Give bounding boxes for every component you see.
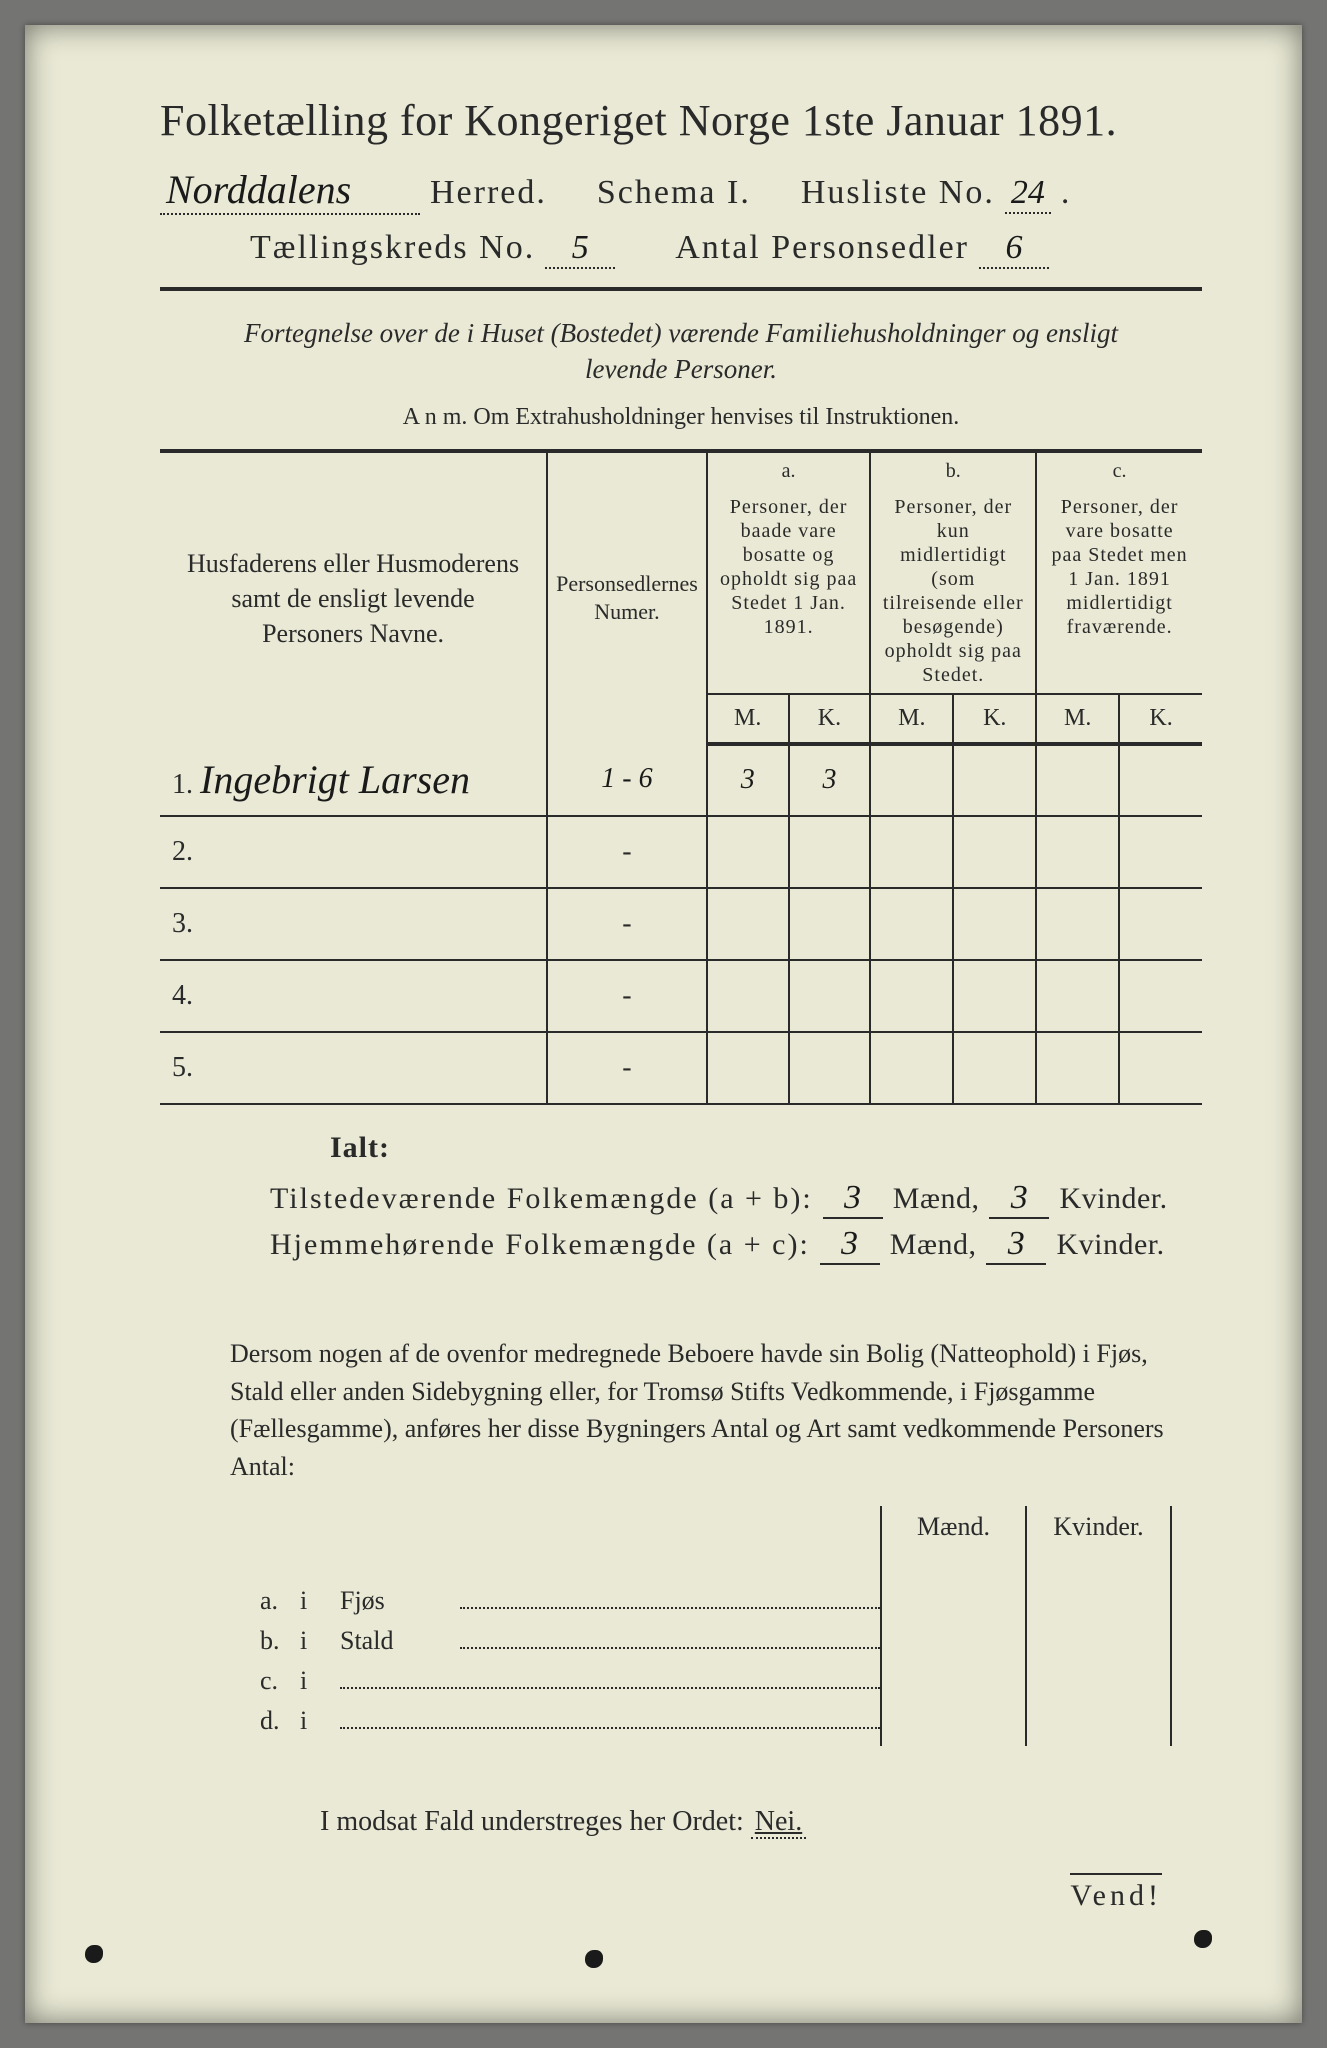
- totals-l1-label: Tilstedeværende Folkemængde (a + b):: [270, 1182, 813, 1216]
- row-b-m: [870, 744, 953, 816]
- fjos-word: Stald: [340, 1626, 460, 1656]
- table-row: 2. -: [160, 816, 1202, 888]
- row-name-cell: 1. Ingebrigt Larsen: [160, 744, 547, 816]
- totals-l1-k: 3: [989, 1179, 1049, 1219]
- fjos-block: Mænd. Kvinder. a. i Fjøs b. i Stald c. i…: [260, 1506, 1172, 1746]
- fjos-row: b. i Stald: [260, 1626, 1172, 1666]
- col-c-top: c.: [1036, 451, 1202, 489]
- maend-label: Mænd,: [893, 1182, 980, 1216]
- herred-label: Herred.: [430, 174, 547, 212]
- page-title: Folketælling for Kongeriget Norge 1ste J…: [160, 95, 1202, 146]
- fjos-kvinder: Kvinder.: [1027, 1506, 1172, 1586]
- table-row: 4. -: [160, 960, 1202, 1032]
- c-m: M.: [1036, 694, 1119, 744]
- fjos-a: c.: [260, 1666, 300, 1696]
- row-c-k: [1119, 744, 1202, 816]
- row-numer: -: [547, 816, 707, 888]
- fjos-row: a. i Fjøs: [260, 1586, 1172, 1626]
- fjos-a: d.: [260, 1706, 300, 1736]
- ink-spot-icon: [585, 1950, 603, 1968]
- row-numer: -: [547, 888, 707, 960]
- col-a-header: Personer, der baade vare bosatte og opho…: [707, 489, 871, 694]
- totals-l1-m: 3: [823, 1179, 883, 1219]
- row-num: 1.: [172, 769, 193, 800]
- census-page: Folketælling for Kongeriget Norge 1ste J…: [25, 25, 1302, 2023]
- husliste-label: Husliste No.: [801, 174, 995, 212]
- table-row: 5. -: [160, 1032, 1202, 1104]
- totals-line-2: Hjemmehørende Folkemængde (a + c): 3 Mæn…: [270, 1225, 1202, 1265]
- row-c-m: [1036, 744, 1119, 816]
- row-numer: -: [547, 1032, 707, 1104]
- fjos-word: Fjøs: [340, 1586, 460, 1616]
- col-names-text: Husfaderens eller Husmoderens samt de en…: [187, 549, 519, 648]
- fjos-i: i: [300, 1706, 340, 1736]
- totals-l2-m: 3: [820, 1225, 880, 1265]
- fjos-i: i: [300, 1586, 340, 1616]
- main-table: Husfaderens eller Husmoderens samt de en…: [160, 449, 1202, 1105]
- fjos-row: c. i: [260, 1666, 1172, 1706]
- row-numer: -: [547, 960, 707, 1032]
- vend-label: Vend!: [1070, 1873, 1162, 1913]
- paragraph-text: Dersom nogen af de ovenfor medregnede Be…: [230, 1335, 1172, 1486]
- row-numer: 1 - 6: [547, 744, 707, 816]
- maend-label-2: Mænd,: [890, 1228, 977, 1262]
- intro-text: Fortegnelse over de i Huset (Bostedet) v…: [200, 315, 1162, 388]
- fjos-dots: [460, 1587, 880, 1609]
- row-num: 4.: [172, 980, 193, 1011]
- table-row: 3. -: [160, 888, 1202, 960]
- row-a-m: 3: [707, 744, 789, 816]
- row-num: 3.: [172, 908, 193, 939]
- table-row: 1. Ingebrigt Larsen 1 - 6 3 3: [160, 744, 1202, 816]
- nei-text: I modsat Fald understreges her Ordet:: [320, 1806, 744, 1837]
- nei-line: I modsat Fald understreges her Ordet: Ne…: [320, 1806, 1202, 1838]
- fjos-header: Mænd. Kvinder.: [880, 1506, 1172, 1586]
- col-b-header: Personer, der kun midlertidigt (som tilr…: [870, 489, 1036, 694]
- table-header-row-1: Husfaderens eller Husmoderens samt de en…: [160, 451, 1202, 489]
- a-m: M.: [707, 694, 789, 744]
- kreds-label: Tællingskreds No.: [250, 229, 535, 267]
- col-b-top: b.: [870, 451, 1036, 489]
- antal-handwritten: 6: [979, 229, 1049, 269]
- kvinder-label: Kvinder.: [1059, 1182, 1167, 1216]
- fjos-a: a.: [260, 1586, 300, 1616]
- fjos-maend: Mænd.: [882, 1506, 1027, 1586]
- c-k: K.: [1119, 694, 1202, 744]
- header-line-2: Norddalens Herred. Schema I. Husliste No…: [160, 166, 1202, 215]
- totals-l2-k: 3: [986, 1225, 1046, 1265]
- col-a-top: a.: [707, 451, 871, 489]
- b-m: M.: [870, 694, 953, 744]
- fjos-row: d. i: [260, 1706, 1172, 1746]
- kreds-no-handwritten: 5: [545, 229, 615, 269]
- totals-l2-label: Hjemmehørende Folkemængde (a + c):: [270, 1228, 810, 1262]
- fjos-i: i: [300, 1666, 340, 1696]
- totals-line-1: Tilstedeværende Folkemængde (a + b): 3 M…: [270, 1179, 1202, 1219]
- ialt-label: Ialt:: [330, 1131, 1202, 1165]
- a-k: K.: [789, 694, 871, 744]
- row-a-k: 3: [789, 744, 871, 816]
- header-line-3: Tællingskreds No. 5 Antal Personsedler 6: [160, 229, 1202, 269]
- period-1: .: [1061, 174, 1070, 212]
- fjos-i: i: [300, 1626, 340, 1656]
- ink-spot-icon: [1194, 1930, 1212, 1948]
- nei-word: Nei.: [751, 1806, 806, 1839]
- col-numer-header: Personsedlernes Numer.: [547, 451, 707, 744]
- antal-label: Antal Personsedler: [675, 229, 969, 267]
- b-k: K.: [953, 694, 1036, 744]
- col-names-header: Husfaderens eller Husmoderens samt de en…: [160, 451, 547, 744]
- row-num: 5.: [172, 1052, 193, 1083]
- fjos-a: b.: [260, 1626, 300, 1656]
- ink-spot-icon: [85, 1945, 103, 1963]
- row-name-hw: Ingebrigt Larsen: [200, 757, 470, 802]
- anm-text: A n m. Om Extrahusholdninger henvises ti…: [160, 404, 1202, 431]
- row-b-k: [953, 744, 1036, 816]
- schema-label: Schema I.: [597, 174, 751, 212]
- row-num: 2.: [172, 836, 193, 867]
- kvinder-label-2: Kvinder.: [1056, 1228, 1164, 1262]
- district-handwritten: Norddalens: [160, 166, 420, 215]
- husliste-no-handwritten: 24: [1005, 174, 1051, 214]
- col-c-header: Personer, der vare bosatte paa Stedet me…: [1036, 489, 1202, 694]
- rule-1: [160, 287, 1202, 291]
